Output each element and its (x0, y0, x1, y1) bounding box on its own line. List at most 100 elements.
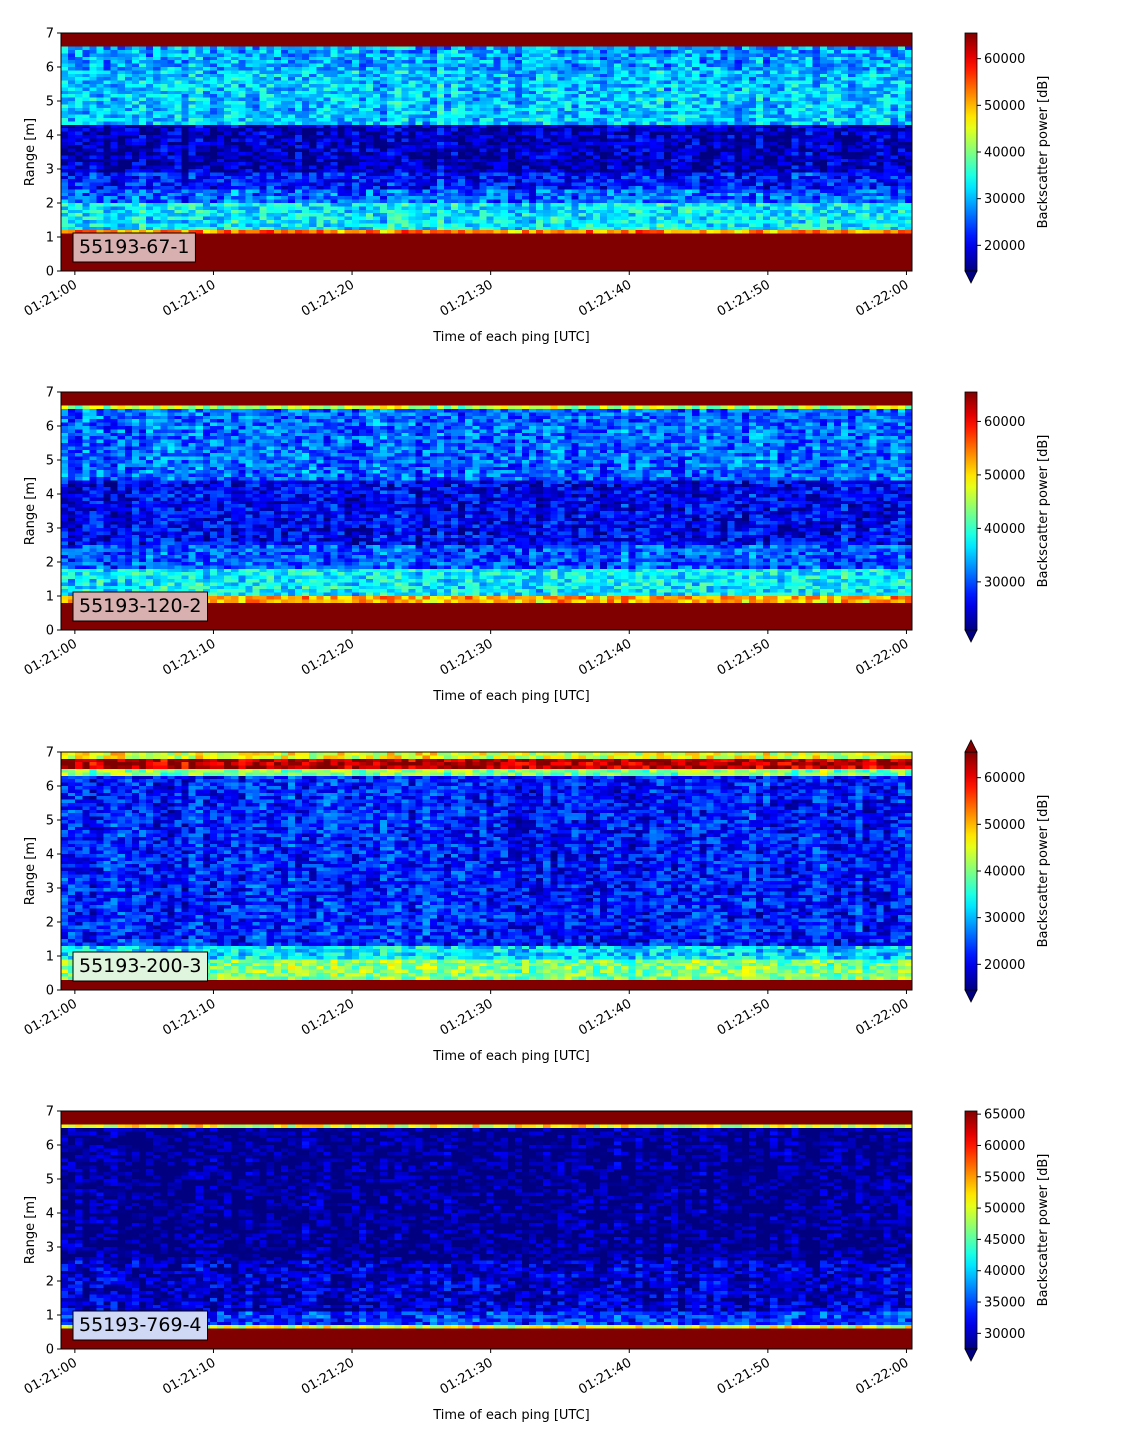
colorbar-tick-label: 60000 (984, 52, 1025, 67)
colorbar-tick-label: 60000 (984, 1139, 1025, 1154)
panel-label: 55193-200-3 (72, 951, 209, 982)
x-axis-label: Time of each ping [UTC] (432, 1408, 590, 1423)
axes-frame (60, 391, 913, 631)
panel-label-text: 55193-120-2 (79, 595, 202, 617)
panel-label: 55193-67-1 (72, 232, 196, 263)
colorbar: 20000 30000 40000 50000 60000 Backscatter pow… (964, 32, 1051, 284)
y-tick-label: 5 (46, 814, 54, 829)
colorbar-label: Backscatter power [dB] (1036, 795, 1051, 948)
x-tick-label: 01:22:00 (853, 277, 911, 319)
x-tick-label: 01:21:40 (576, 636, 634, 678)
x-tick-label: 01:21:30 (438, 1355, 496, 1397)
colorbar-extend-min (964, 629, 978, 643)
y-tick-label: 4 (46, 488, 54, 503)
x-tick-label: 01:21:40 (576, 1355, 634, 1397)
panel-label-text: 55193-200-3 (79, 955, 202, 977)
colorbar-tick-label: 65000 (984, 1108, 1025, 1123)
y-axis-label: Range [m] (23, 1196, 38, 1264)
colorbar-tick-label: 30000 (984, 1327, 1025, 1342)
x-tick-label: 01:21:00 (22, 996, 80, 1038)
colorbar-tick-label: 50000 (984, 99, 1025, 114)
x-tick-label: 01:22:00 (853, 1355, 911, 1397)
x-tick-label: 01:21:50 (715, 996, 773, 1038)
panel-label-text: 55193-769-4 (79, 1314, 202, 1336)
colorbar-tick-label: 40000 (984, 1264, 1025, 1279)
y-tick-label: 1 (46, 590, 54, 605)
panel-label-box (72, 232, 196, 263)
heatmap-image (61, 752, 912, 990)
x-tick-label: 01:21:00 (22, 277, 80, 319)
heatmap-image (61, 392, 912, 630)
colorbar-tick-label: 20000 (984, 958, 1025, 973)
x-tick-label: 01:21:20 (299, 636, 357, 678)
colorbar-extend-max (964, 739, 978, 753)
x-tick-label: 01:21:10 (160, 277, 218, 319)
y-tick-label: 0 (46, 1343, 54, 1358)
colorbar-tick-label: 30000 (984, 575, 1025, 590)
panel-label-box (72, 951, 209, 982)
y-tick-label: 0 (46, 624, 54, 639)
x-axis-label: Time of each ping [UTC] (432, 689, 590, 704)
x-tick-label: 01:21:10 (160, 636, 218, 678)
colorbar: 30000 35000 40000 45000 50000 55000 60000 65000… (964, 1108, 1051, 1362)
colorbar-tick-label: 40000 (984, 146, 1025, 161)
y-tick-label: 6 (46, 1139, 54, 1154)
x-tick-label: 01:21:20 (299, 1355, 357, 1397)
colorbar-label: Backscatter power [dB] (1036, 435, 1051, 588)
colorbar-tick-label: 60000 (984, 415, 1025, 430)
y-tick-label: 5 (46, 95, 54, 110)
x-tick-label: 01:21:10 (160, 996, 218, 1038)
x-tick-label: 01:21:50 (715, 1355, 773, 1397)
y-tick-label: 2 (46, 197, 54, 212)
x-tick-label: 01:21:10 (160, 1355, 218, 1397)
colorbar-tick-label: 40000 (984, 522, 1025, 537)
colorbar-gradient (964, 1110, 978, 1350)
y-tick-label: 7 (46, 1105, 54, 1120)
y-tick-label: 5 (46, 454, 54, 469)
panel-2: 0 1 2 3 4 5 6 7 Range [m] 01:21:00 01:21:10 01:21:2… (22, 386, 1051, 705)
panel-3: 0 1 2 3 4 5 6 7 Range [m] 01:21:00 01:21:10 01:21:2… (22, 739, 1051, 1064)
y-axis-label: Range [m] (23, 837, 38, 905)
y-tick-label: 5 (46, 1173, 54, 1188)
y-tick-label: 6 (46, 61, 54, 76)
colorbar: 30000 40000 50000 60000 Backscatter power [d… (964, 391, 1051, 643)
colorbar-tick-label: 40000 (984, 865, 1025, 880)
colorbar-tick-label: 45000 (984, 1233, 1025, 1248)
x-axis-label: Time of each ping [UTC] (432, 330, 590, 345)
x-tick-label: 01:21:30 (438, 277, 496, 319)
y-tick-label: 4 (46, 848, 54, 863)
heatmap-image (61, 1111, 912, 1349)
y-tick-label: 1 (46, 1309, 54, 1324)
y-tick-label: 3 (46, 163, 54, 178)
x-tick-label: 01:22:00 (853, 996, 911, 1038)
x-tick-label: 01:21:50 (715, 277, 773, 319)
y-tick-label: 3 (46, 882, 54, 897)
colorbar-label: Backscatter power [dB] (1036, 1154, 1051, 1307)
x-tick-label: 01:21:20 (299, 277, 357, 319)
colorbar-gradient (964, 751, 978, 991)
colorbar-tick-label: 35000 (984, 1296, 1025, 1311)
colorbar-tick-label: 50000 (984, 1202, 1025, 1217)
y-axis-label: Range [m] (23, 477, 38, 545)
panel-label-text: 55193-67-1 (79, 236, 189, 258)
y-tick-label: 2 (46, 556, 54, 571)
y-tick-label: 1 (46, 231, 54, 246)
y-tick-label: 4 (46, 1207, 54, 1222)
y-tick-label: 7 (46, 386, 54, 401)
y-tick-label: 7 (46, 746, 54, 761)
x-tick-label: 01:21:00 (22, 1355, 80, 1397)
panel-label: 55193-769-4 (72, 1310, 209, 1341)
x-tick-label: 01:21:30 (438, 996, 496, 1038)
y-tick-label: 2 (46, 916, 54, 931)
x-tick-label: 01:22:00 (853, 636, 911, 678)
colorbar-extend-min (964, 270, 978, 284)
x-tick-label: 01:21:50 (715, 636, 773, 678)
axes-frame (60, 1110, 913, 1350)
y-tick-label: 3 (46, 522, 54, 537)
x-tick-label: 01:21:40 (576, 277, 634, 319)
colorbar: 20000 30000 40000 50000 60000 Backscatter pow… (964, 739, 1051, 1003)
colorbar-tick-label: 60000 (984, 771, 1025, 786)
y-tick-label: 0 (46, 984, 54, 999)
axes-frame (60, 751, 913, 991)
